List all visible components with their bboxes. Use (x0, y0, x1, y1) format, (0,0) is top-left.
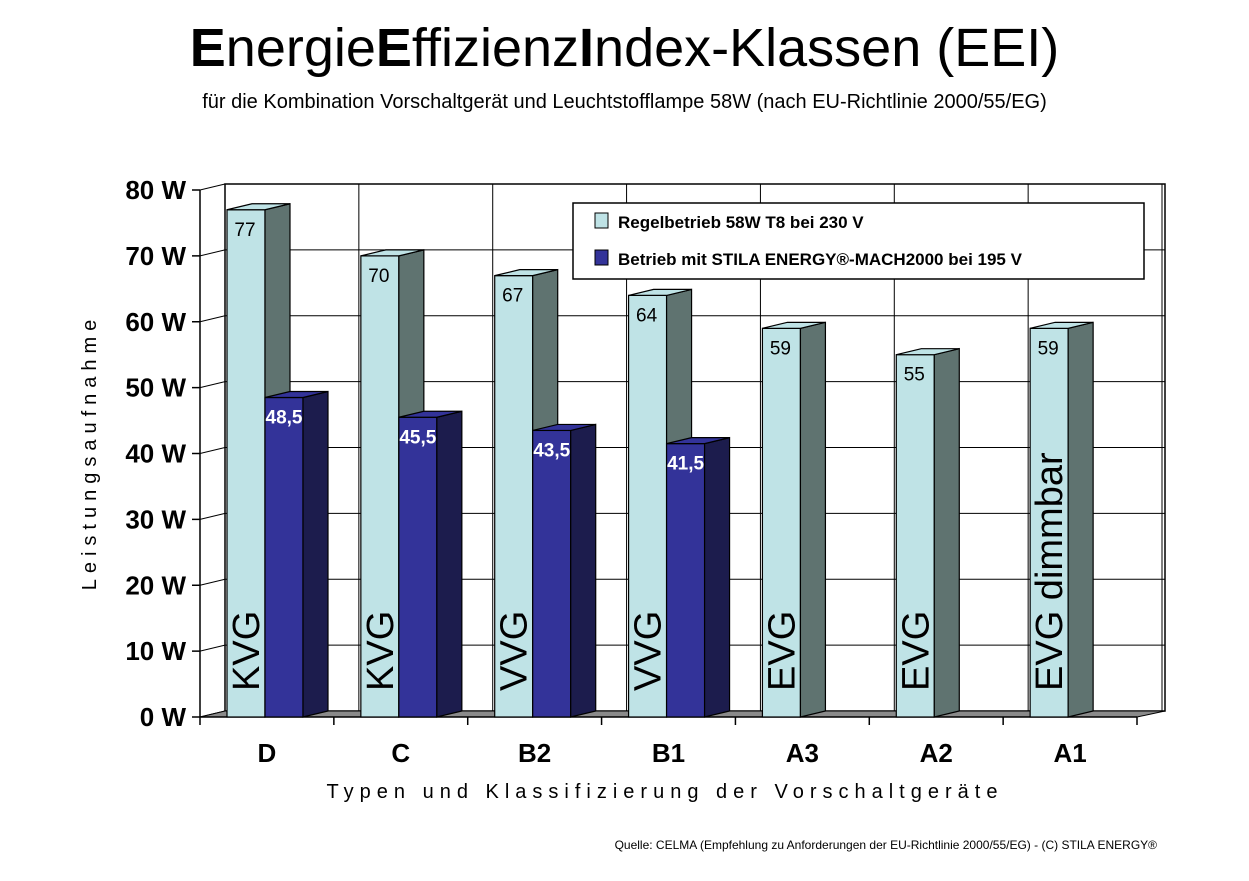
bar-b2-series-1: 43,5 (532, 423, 597, 718)
gridline-depth-8 (199, 183, 226, 191)
legend-entry-regelbetrieb: Regelbetrieb 58W T8 bei 230 V (618, 213, 864, 232)
ytick-label-1: 10 W (125, 636, 186, 666)
title-part-3: ffizienz (411, 18, 580, 78)
type-label-a2: EVG (895, 611, 937, 691)
bar-top (1030, 321, 1094, 329)
bar-front (895, 354, 935, 718)
bar-side (570, 423, 597, 718)
bar-d-series-1: 48,5 (264, 390, 329, 718)
bar-side (703, 436, 731, 718)
xtick-label-a3: A3 (786, 738, 819, 768)
title-part-0: E (189, 18, 226, 78)
ytick-label-2: 20 W (125, 570, 186, 600)
bars: 77 KVG 70 KVG 67 VVG 64 VVG 59 EVG 55 EVG 59 EVG dimm… (226, 203, 1094, 718)
ytick-label-7: 70 W (125, 241, 186, 271)
bar-side (1067, 321, 1094, 718)
bar-top (762, 321, 826, 329)
xtick-label-a2: A2 (920, 738, 953, 768)
data-label-b1-series-0: 64 (636, 305, 658, 326)
legend: Regelbetrieb 58W T8 bei 230 V Betrieb mi… (572, 202, 1145, 280)
title-part-5: ndex-Klassen (EEI) (594, 18, 1060, 78)
title-part-1: nergie (225, 18, 376, 78)
bar-top (896, 348, 960, 356)
bar-top (226, 203, 291, 211)
chart-title: EnergieEffizienzIndex-Klassen (EEI) (0, 16, 1249, 80)
source-note: Quelle: CELMA (Empfehlung zu Anforderung… (614, 838, 1157, 852)
ytick-label-8: 80 W (125, 175, 186, 205)
legend-swatch-regelbetrieb (594, 212, 609, 229)
bar-side (933, 347, 960, 718)
bar-top (360, 249, 424, 257)
type-label-a3: EVG (761, 611, 803, 691)
bar-side (302, 390, 329, 718)
legend-swatch-stila (594, 249, 609, 266)
ytick-label-3: 30 W (125, 504, 186, 534)
data-label-c-series-0: 70 (368, 266, 389, 287)
bar-top (494, 269, 558, 277)
bar-side (799, 321, 827, 718)
type-label-b1: VVG (628, 611, 670, 691)
bar-front (264, 396, 304, 718)
xtick-label-b2: B2 (518, 738, 551, 768)
gridline-depth-5 (199, 381, 226, 389)
data-label-b1-series-1: 41,5 (667, 454, 704, 475)
bar-top (264, 390, 329, 399)
xtick-label-d: D (258, 738, 277, 768)
y-axis-ticks: 0 W 10 W 20 W 30 W 40 W 50 W 60 W 70 W 80 W (125, 175, 201, 732)
bar-side (436, 410, 463, 718)
legend-entry-stila: Betrieb mit STILA ENERGY®-MACH2000 bei 1… (618, 250, 1023, 269)
gridline-depth-2 (199, 578, 226, 586)
gridline-depth-7 (199, 249, 226, 257)
bar-a1-series-0: 59 EVG dimmbar (1029, 321, 1094, 718)
bar-front (761, 327, 802, 718)
gridline-depth-3 (199, 512, 226, 520)
gridline-depth-4 (199, 447, 226, 454)
bar-top (398, 410, 462, 418)
bar-b1-series-1: 41,5 (665, 436, 731, 718)
data-label-a2-series-0: 55 (904, 365, 925, 386)
type-label-d: KVG (226, 611, 268, 691)
title-part-2: E (375, 18, 412, 78)
x-axis-title: Typen und Klassifizierung der Vorschaltg… (327, 781, 1004, 803)
data-label-b2-series-1: 43,5 (533, 440, 570, 461)
type-label-b2: VVG (494, 611, 536, 691)
y-axis-title: Leistungsaufnahme (79, 314, 101, 591)
gridline-depth-6 (199, 315, 226, 323)
title-part-4: I (579, 18, 595, 78)
ytick-label-5: 50 W (125, 373, 186, 403)
xtick-label-a1: A1 (1053, 738, 1086, 768)
bar-a3-series-0: 59 EVG (761, 321, 827, 718)
xtick-label-c: C (391, 738, 410, 768)
data-label-a1-series-0: 59 (1038, 338, 1059, 359)
type-label-c: KVG (360, 611, 402, 691)
ytick-label-4: 40 W (125, 439, 186, 469)
gridline-depth-1 (199, 644, 226, 652)
type-label-a1: EVG dimmbar (1029, 452, 1071, 691)
bar-top (532, 423, 596, 432)
data-label-d-series-0: 77 (234, 220, 255, 241)
bar-c-series-1: 45,5 (398, 410, 463, 718)
bar-top (666, 437, 730, 445)
bar-front (398, 416, 438, 718)
ytick-label-0: 0 W (140, 702, 187, 732)
bar-front (360, 255, 400, 718)
bar-front (532, 429, 572, 718)
legend-box (572, 202, 1145, 280)
chart-subtitle: für die Kombination Vorschaltgerät und L… (202, 91, 1047, 113)
xtick-label-b1: B1 (652, 738, 685, 768)
bar-front (665, 443, 706, 718)
x-axis-ticks: D C B2 B1 A3 A2 A1 (199, 716, 1138, 768)
data-label-b2-series-0: 67 (502, 286, 523, 307)
data-label-c-series-1: 45,5 (399, 427, 436, 448)
data-label-d-series-1: 48,5 (266, 408, 303, 429)
data-label-a3-series-0: 59 (770, 338, 791, 359)
bar-top (628, 288, 692, 296)
bar-a2-series-0: 55 EVG (895, 347, 960, 718)
ytick-label-6: 60 W (125, 307, 186, 337)
